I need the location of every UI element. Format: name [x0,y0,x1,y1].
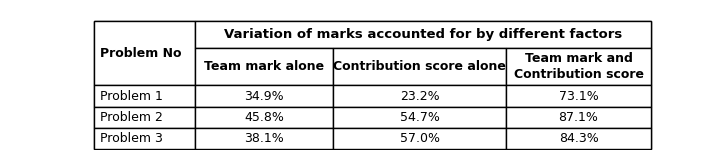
Bar [195,86,333,107]
Text: Team mark and
Contribution score: Team mark and Contribution score [513,52,643,81]
Text: 23.2%: 23.2% [400,90,439,102]
Bar [333,48,507,86]
Text: Problem 2: Problem 2 [100,111,163,124]
Text: 38.1%: 38.1% [244,132,284,145]
Bar [507,128,650,149]
Text: Problem No: Problem No [100,47,182,60]
Bar [94,128,195,149]
Bar [507,86,650,107]
Text: 34.9%: 34.9% [244,90,284,102]
Bar [94,86,195,107]
Bar [94,107,195,128]
Text: Contribution score alone: Contribution score alone [333,60,506,73]
Text: 54.7%: 54.7% [399,111,439,124]
Bar [94,21,195,86]
Text: Team mark alone: Team mark alone [204,60,324,73]
Bar [333,86,507,107]
Text: 84.3%: 84.3% [558,132,598,145]
Bar [195,128,333,149]
Text: Problem 1: Problem 1 [100,90,163,102]
Bar [507,107,650,128]
Bar [195,107,333,128]
Text: 57.0%: 57.0% [399,132,439,145]
Text: 73.1%: 73.1% [558,90,598,102]
Text: 45.8%: 45.8% [244,111,284,124]
Text: 87.1%: 87.1% [558,111,598,124]
Text: Variation of marks accounted for by different factors: Variation of marks accounted for by diff… [224,28,622,41]
Bar [333,128,507,149]
Bar [195,48,333,86]
Bar [507,48,650,86]
Text: Problem 3: Problem 3 [100,132,163,145]
Bar [195,21,650,48]
Bar [333,107,507,128]
